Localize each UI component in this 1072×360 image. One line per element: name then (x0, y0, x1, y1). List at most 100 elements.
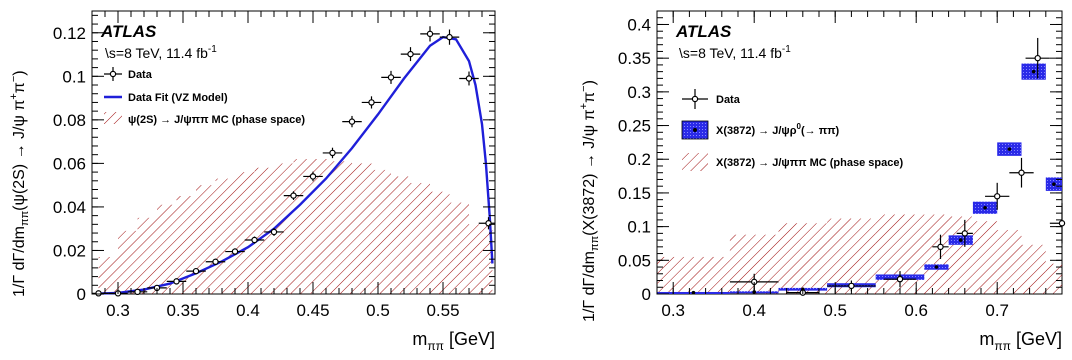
right-mc-histogram (657, 214, 1062, 294)
data-marker (937, 243, 944, 251)
fit-line (98, 35, 494, 295)
model-band (997, 142, 1022, 156)
data-point (264, 228, 284, 236)
data-point (439, 29, 460, 45)
left-y-axis-label: 1/Γ dΓ/dmππ(ψ(2S) → J/ψ π+π−) (8, 70, 31, 297)
left-y-tick-label: 0.06 (53, 154, 86, 173)
left-legend-data-label: Data (128, 69, 153, 81)
right-x-axis-label: mππ [GeV] (979, 329, 1062, 353)
left-y-axis-ticks: 0 0.02 0.04 0.06 0.08 0.1 0.12 (53, 14, 495, 304)
mc-bin (215, 178, 235, 294)
data-marker (173, 278, 180, 285)
mc-bin (1045, 263, 1062, 294)
data-point (400, 47, 421, 62)
right-x-tick-label: 0.4 (742, 301, 766, 320)
data-point (322, 147, 343, 159)
right-x-axis-ticks: 0.3 0.4 0.5 0.6 0.7 (656, 11, 1047, 320)
mc-bin (972, 221, 998, 294)
mc-bin (391, 176, 411, 294)
data-marker (212, 258, 219, 265)
left-chart-panel: 0.3 0.35 0.4 0.45 0.5 0.55 00.020.040.060.080… (8, 10, 496, 353)
data-marker (290, 192, 297, 199)
right-y-tick-label: 0.35 (618, 49, 651, 68)
data-point (1025, 37, 1050, 79)
right-energy-label: \s=8 TeV, 11.4 fb-1 (679, 44, 791, 61)
right-y-axis-label: 1/Γ dΓ/dmππ(X(3872) → J/ψ π+π−) (578, 80, 601, 322)
left-legend-mc-marker (104, 112, 122, 124)
data-marker (1034, 54, 1041, 62)
model-band (1021, 63, 1046, 80)
right-y-tick-label: 0.4 (627, 15, 651, 34)
data-marker (465, 75, 473, 82)
data-marker (348, 118, 356, 125)
model-center (691, 290, 696, 295)
left-legend-mc-label: ψ(2S) → J/ψππ MC (phase space) (128, 114, 305, 126)
right-legend-data-marker (682, 89, 708, 109)
mc-bin (196, 185, 216, 294)
data-point (459, 71, 479, 86)
mc-bin (371, 169, 391, 294)
model-center (983, 205, 987, 210)
left-legend: Data Data Fit (VZ Model) ψ(2S) → J/ψππ M… (104, 67, 305, 126)
right-legend-data-label: Data (716, 94, 741, 106)
left-energy-label: \s=8 TeV, 11.4 fb-1 (105, 44, 217, 61)
left-x-axis-ticks: 0.3 0.35 0.4 0.45 0.5 0.55 (104, 11, 496, 320)
data-point (361, 96, 382, 109)
left-data-points (92, 26, 495, 297)
model-center (1052, 182, 1056, 186)
model-band (1045, 177, 1062, 191)
data-marker (407, 50, 414, 58)
mc-bin (293, 159, 313, 294)
model-center (1031, 69, 1036, 74)
mc-bin (469, 224, 493, 294)
right-y-axis-ticks: 0 0.05 0.1 0.15 0.2 0.25 0.3 0.35 0.4 (618, 10, 1062, 304)
data-point (244, 236, 265, 244)
data-marker (387, 74, 395, 81)
data-marker (485, 220, 492, 227)
left-y-tick-label: 0.08 (53, 111, 86, 130)
left-fit-curve (98, 35, 494, 295)
right-legend-mc-marker (682, 153, 708, 171)
mc-bin (137, 217, 157, 294)
right-y-tick-label: 0 (642, 285, 651, 304)
mc-bin (924, 214, 949, 294)
data-point (225, 248, 245, 255)
data-point (342, 115, 362, 128)
left-y-tick-label: 0.04 (53, 198, 86, 217)
right-y-tick-label: 0.1 (627, 218, 651, 237)
right-chart-panel: 0.3 0.4 0.5 0.6 0.7 00.050.10.150.20.250.30.… (578, 10, 1066, 353)
data-point (186, 267, 206, 275)
right-x-tick-label: 0.3 (661, 301, 685, 320)
data-point (1049, 203, 1066, 244)
left-atlas-label: ATLAS (100, 22, 157, 41)
data-marker (368, 99, 375, 106)
left-x-tick-label: 0.55 (426, 301, 459, 320)
left-x-tick-label: 0.3 (106, 301, 130, 320)
left-x-tick-label: 0.5 (366, 301, 390, 320)
model-center (934, 265, 939, 269)
data-marker (309, 173, 317, 180)
data-point (166, 278, 187, 285)
data-point (92, 290, 109, 297)
mc-bin (118, 230, 138, 294)
mc-bin (352, 163, 372, 294)
mc-bin (235, 172, 255, 294)
mc-bin (313, 159, 333, 294)
mc-bin (274, 163, 294, 294)
data-point (303, 171, 323, 182)
mc-bin (332, 161, 352, 294)
data-point (283, 191, 304, 200)
right-y-tick-label: 0.15 (618, 184, 651, 203)
right-x-tick-label: 0.5 (823, 301, 847, 320)
left-y-tick-label: 0.12 (53, 24, 86, 43)
data-marker (329, 149, 336, 157)
mc-bin (778, 223, 828, 294)
left-y-tick-label: 0.02 (53, 241, 86, 260)
data-marker (95, 290, 102, 297)
right-atlas-label: ATLAS (675, 22, 732, 41)
right-y-tick-label: 0.05 (618, 251, 651, 270)
mc-bin (176, 196, 196, 294)
mc-bin (157, 204, 177, 294)
left-x-tick-label: 0.45 (296, 301, 329, 320)
data-marker (961, 230, 969, 237)
